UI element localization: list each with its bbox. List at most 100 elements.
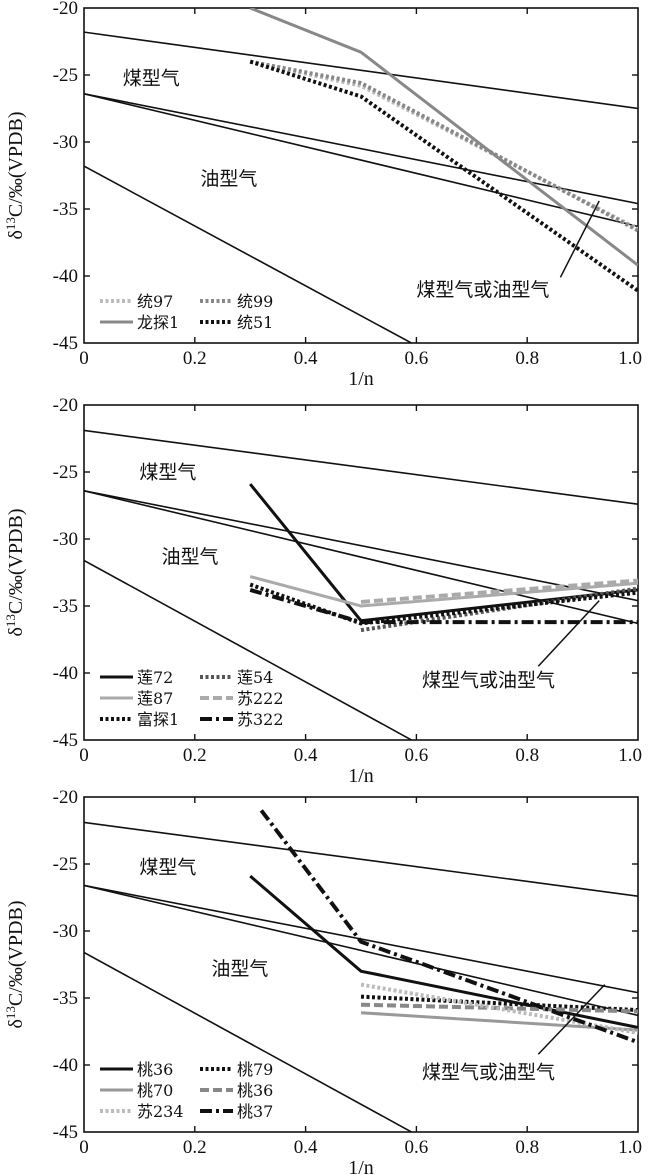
series-line: [249, 587, 638, 625]
legend-label: 桃70: [137, 1081, 173, 1100]
series-line: [249, 575, 638, 608]
chart-panel-2: 0 0.2 0.4 0.6 0.8 1.0 -20 -25 -30 -35 -40 -45 1/n δ13…: [3, 395, 643, 787]
x-tick-label: 0.6: [405, 745, 429, 766]
region-label: 煤型气: [123, 67, 180, 89]
x-tick-label: 0.4: [294, 745, 318, 766]
x-axis-label: 1/n: [348, 1157, 374, 1175]
y-tick-label: -45: [53, 1122, 78, 1143]
plot-area: [84, 429, 638, 740]
x-tick-label: 1.0: [618, 745, 642, 766]
y-tick-label: -30: [53, 132, 78, 153]
legend-label: 莲54: [237, 668, 273, 687]
reference-line: [84, 92, 638, 228]
y-tick-label: -25: [53, 65, 78, 86]
legend-label: 龙探1: [137, 313, 179, 332]
legend-label: 桃79: [237, 1060, 273, 1079]
legend-label: 富探1: [137, 710, 179, 729]
y-tick-label: -25: [53, 462, 78, 483]
chart-panel-3: 0 0.2 0.4 0.6 0.8 1.0 -20 -25 -30 -35 -40 -45 1/n δ13…: [3, 787, 643, 1175]
region-label: 煤型气或油型气: [422, 669, 555, 691]
y-tick-label: -20: [53, 395, 78, 416]
reference-line: [84, 429, 638, 505]
reference-line: [84, 31, 638, 110]
annotation-pointer: [559, 200, 600, 278]
region-label: 油型气: [200, 168, 257, 190]
series-line: [249, 59, 638, 231]
region-label: 煤型气或油型气: [422, 1061, 555, 1083]
y-tick-label: -40: [53, 266, 78, 287]
legend-label: 桃36: [137, 1060, 173, 1079]
x-tick-label: 0.2: [183, 1137, 207, 1158]
y-tick-label: -20: [53, 0, 78, 19]
plot-area: [84, 809, 638, 1132]
x-tick-label: 0: [79, 745, 89, 766]
plot-frame: [83, 404, 639, 741]
x-tick-label: 0.4: [294, 348, 318, 369]
region-label: 煤型气或油型气: [416, 279, 549, 301]
annotation-pointer: [537, 984, 606, 1055]
legend-label: 莲72: [137, 668, 173, 687]
series-line: [360, 1011, 638, 1032]
y-tick-label: -30: [53, 921, 78, 942]
y-tick-label: -35: [53, 199, 78, 220]
y-tick-label: -30: [53, 529, 78, 550]
x-tick-label: 0.2: [183, 745, 207, 766]
region-label: 煤型气: [139, 462, 196, 484]
y-tick-label: -35: [53, 596, 78, 617]
series-line: [249, 59, 638, 293]
y-axis-label: δ13C/‰(VPDB): [3, 111, 28, 239]
chart-panel-1: 0 0.2 0.4 0.6 0.8 1.0 -20 -25 -30 -35 -40 -45 1/n δ13…: [3, 0, 643, 390]
y-tick-label: -40: [53, 663, 78, 684]
legend-label: 桃37: [237, 1102, 273, 1121]
reference-line: [84, 821, 638, 897]
x-tick-label: 1.0: [618, 348, 642, 369]
x-tick-label: 1.0: [618, 1137, 642, 1158]
region-label: 油型气: [211, 958, 268, 980]
x-tick-label: 0.4: [294, 1137, 318, 1158]
y-axis-label: δ13C/‰(VPDB): [3, 900, 28, 1028]
legend-label: 莲87: [137, 689, 173, 708]
plot-frame: [83, 7, 639, 344]
y-tick-label: -35: [53, 988, 78, 1009]
series-line: [360, 994, 638, 1013]
legend-label: 统97: [137, 292, 173, 311]
x-axis-label: 1/n: [348, 765, 374, 787]
reference-line: [84, 559, 414, 740]
x-tick-label: 0.6: [405, 1137, 429, 1158]
y-tick-label: -45: [53, 730, 78, 751]
x-tick-label: 0.8: [515, 745, 539, 766]
x-tick-label: 0: [79, 1137, 89, 1158]
legend-label: 苏234: [137, 1102, 184, 1121]
y-tick-label: -25: [53, 854, 78, 875]
annotation-pointer: [537, 600, 600, 667]
y-tick-label: -45: [53, 333, 78, 354]
x-tick-label: 0.6: [405, 348, 429, 369]
reference-line: [84, 489, 638, 602]
series-line: [259, 809, 638, 1045]
plot-area: [84, 8, 638, 343]
region-label: 煤型气: [139, 856, 196, 878]
reference-line: [84, 165, 414, 343]
series-line: [249, 8, 638, 267]
legend-label: 苏222: [237, 689, 284, 708]
x-tick-label: 0.8: [515, 1137, 539, 1158]
x-tick-label: 0: [79, 348, 89, 369]
y-tick-label: -40: [53, 1055, 78, 1076]
x-tick-label: 0.8: [515, 348, 539, 369]
legend-label: 统99: [237, 292, 273, 311]
legend-label: 苏322: [237, 710, 284, 729]
y-axis-label: δ13C/‰(VPDB): [3, 508, 28, 636]
series-line: [249, 59, 638, 233]
y-tick-label: -20: [53, 787, 78, 808]
legend-label: 统51: [237, 313, 273, 332]
reference-line: [84, 884, 638, 1017]
legend-label: 桃36: [237, 1081, 273, 1100]
reference-line: [84, 951, 414, 1132]
x-axis-label: 1/n: [348, 368, 374, 390]
series-line: [360, 578, 638, 604]
region-label: 油型气: [162, 546, 219, 568]
reference-line: [84, 92, 638, 205]
x-tick-label: 0.2: [183, 348, 207, 369]
series-line: [360, 982, 638, 1035]
